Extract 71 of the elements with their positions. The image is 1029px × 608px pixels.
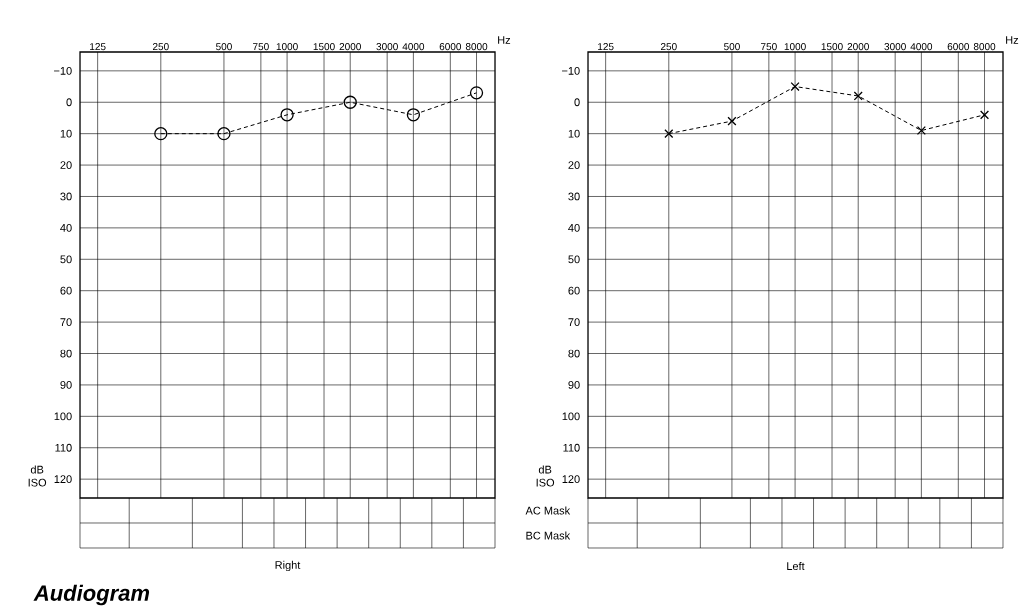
point [916, 125, 926, 136]
y-tick-label: 20 [568, 161, 580, 169]
text: AC Mask [525, 506, 571, 515]
x-axis-title: Hz [1006, 36, 1019, 44]
point [343, 95, 357, 109]
y-tick-label: 80 [568, 349, 580, 358]
y-tick-label: 10 [60, 129, 72, 138]
x-tick-label: 500 [216, 43, 232, 51]
y-tick-label: 10 [568, 129, 580, 138]
x-tick-label: 1500 [821, 43, 843, 51]
y-axis-title: dB ISO [536, 465, 555, 487]
x-tick-label: 125 [598, 43, 614, 51]
x-tick-label: 4000 [910, 43, 933, 51]
point [664, 129, 674, 139]
text: BC Mask [526, 531, 571, 540]
point [727, 116, 737, 126]
x-tick-label: 2000 [339, 43, 361, 51]
y-tick-label: 70 [568, 318, 580, 326]
y-tick-label: 110 [55, 443, 72, 452]
x-tick-label: 8000 [973, 43, 996, 51]
y-tick-label: 0 [574, 98, 580, 107]
point [217, 127, 231, 141]
x-tick-label: 4000 [402, 43, 425, 51]
y-tick-label: 110 [563, 443, 580, 452]
y-tick-label: 70 [60, 318, 72, 326]
y-tick-label: 30 [60, 192, 72, 201]
x-tick-label: 2000 [847, 43, 869, 51]
x-tick-label: 6000 [947, 43, 970, 51]
y-tick-label: 40 [568, 224, 580, 232]
x-tick-label: 3000 [884, 43, 906, 51]
point [280, 108, 294, 122]
point [406, 108, 421, 122]
y-tick-label: 90 [60, 381, 72, 389]
y-tick-label: 80 [60, 349, 72, 358]
y-tick-label: 60 [568, 286, 580, 295]
text: Audiogram [33, 584, 150, 606]
y-tick-label: 50 [568, 255, 580, 264]
y-axis-title: dB ISO [28, 465, 47, 487]
x-tick-label: 8000 [465, 43, 488, 51]
x-tick-label: 250 [152, 43, 169, 51]
y-tick-label: −10 [562, 66, 580, 75]
x-tick-label: 3000 [376, 43, 398, 51]
point [979, 110, 990, 120]
x-tick-label: 6000 [439, 43, 462, 51]
x-tick-label: 500 [724, 43, 740, 51]
text: Right [275, 560, 301, 572]
x-axis-title: Hz [498, 36, 511, 44]
y-tick-label: 100 [562, 412, 580, 421]
x-tick-label: 125 [90, 43, 106, 51]
y-tick-label: 0 [66, 98, 72, 107]
y-tick-label: 40 [60, 224, 72, 232]
point [469, 86, 484, 100]
point [154, 127, 168, 141]
x-tick-label: 1000 [784, 43, 806, 51]
y-tick-label: 20 [60, 161, 72, 169]
y-tick-label: 60 [60, 286, 72, 295]
x-tick-label: 750 [761, 43, 777, 51]
y-tick-label: 100 [54, 412, 72, 421]
y-tick-label: 50 [60, 255, 72, 264]
point [790, 82, 800, 92]
y-tick-label: 120 [562, 475, 580, 484]
x-tick-label: 1500 [313, 43, 335, 51]
x-tick-label: 250 [660, 43, 677, 51]
y-tick-label: 30 [568, 192, 580, 201]
y-tick-label: 90 [568, 381, 580, 389]
text: Left [787, 561, 805, 571]
y-tick-label: −10 [54, 66, 72, 75]
x-tick-label: 1000 [276, 43, 298, 51]
y-tick-label: 120 [54, 475, 72, 484]
point [853, 91, 863, 101]
x-tick-label: 750 [253, 43, 269, 51]
